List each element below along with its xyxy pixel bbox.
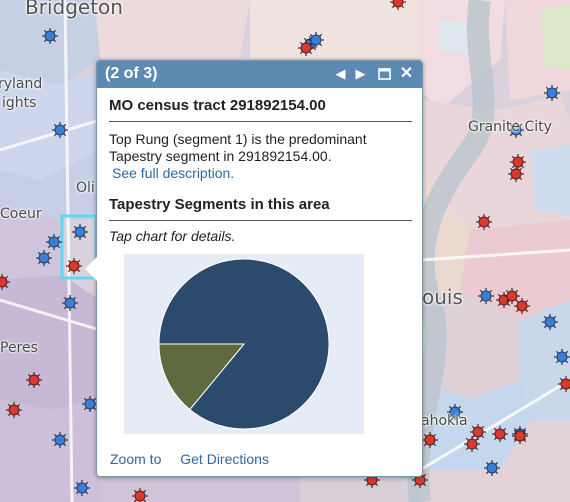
map-marker[interactable]	[308, 32, 324, 48]
popup-title: MO census tract 291892154.00	[109, 97, 412, 122]
map-marker[interactable]	[478, 288, 494, 304]
map-marker[interactable]	[514, 298, 530, 314]
map-marker[interactable]	[510, 154, 526, 170]
place-label: Bridgeton	[25, 0, 123, 19]
map-marker[interactable]	[132, 488, 148, 502]
map-marker[interactable]	[52, 122, 68, 138]
place-label: ahokia	[421, 413, 468, 429]
map-marker[interactable]	[464, 436, 480, 452]
map-marker[interactable]	[42, 28, 58, 44]
map-marker[interactable]	[46, 234, 62, 250]
map-marker[interactable]	[496, 292, 512, 308]
place-label: ryland	[0, 76, 43, 92]
map-marker[interactable]	[476, 214, 492, 230]
map-marker[interactable]	[74, 480, 90, 496]
map-marker[interactable]	[26, 372, 42, 388]
see-description-link[interactable]: See full description.	[112, 165, 235, 181]
map-marker[interactable]	[558, 376, 570, 392]
map-marker[interactable]	[62, 295, 78, 311]
chart-hint: Tap chart for details.	[109, 228, 236, 244]
popup-description: Top Rung (segment 1) is the predominant …	[109, 131, 412, 182]
map-marker[interactable]	[36, 250, 52, 266]
popup-titlebar: (2 of 3) ◀ ▶ ✕	[97, 61, 422, 88]
get-directions-link[interactable]: Get Directions	[180, 451, 269, 467]
popup-actions: Zoom to Get Directions	[110, 451, 284, 467]
map-marker[interactable]	[508, 122, 524, 138]
pie-chart[interactable]	[124, 254, 364, 434]
pie-slice[interactable]	[158, 343, 246, 411]
map-marker[interactable]	[554, 349, 570, 365]
place-label: Peres	[0, 340, 38, 356]
popup-content: MO census tract 291892154.00 Top Rung (s…	[97, 97, 422, 434]
description-text: Top Rung (segment 1) is the predominant …	[109, 131, 367, 164]
popup-window: (2 of 3) ◀ ▶ ✕ MO census tract 291892154…	[85, 60, 423, 477]
next-arrow-icon[interactable]: ▶	[355, 66, 366, 81]
river	[407, 0, 495, 502]
map-marker[interactable]	[484, 460, 500, 476]
map-marker[interactable]	[504, 288, 520, 304]
map-marker[interactable]	[470, 424, 486, 440]
map-marker[interactable]	[492, 426, 508, 442]
maximize-icon[interactable]	[377, 65, 392, 83]
pie-chart-canvas[interactable]	[124, 254, 364, 434]
map-marker[interactable]	[72, 224, 88, 240]
map-marker[interactable]	[390, 0, 406, 10]
map-marker[interactable]	[542, 314, 558, 330]
map-marker[interactable]	[6, 402, 22, 418]
map-marker[interactable]	[66, 258, 82, 274]
map-marker[interactable]	[447, 404, 463, 420]
section-title: Tapestry Segments in this area	[109, 196, 412, 221]
map-marker[interactable]	[52, 432, 68, 448]
map-marker[interactable]	[544, 85, 560, 101]
map-marker[interactable]	[422, 432, 438, 448]
place-label: Granite City	[468, 119, 552, 135]
map-marker[interactable]	[298, 40, 314, 56]
zoom-to-link[interactable]: Zoom to	[110, 451, 162, 467]
close-icon[interactable]: ✕	[399, 65, 414, 82]
map-marker[interactable]	[0, 274, 10, 290]
popup-counter: (2 of 3)	[105, 65, 158, 82]
popup-pointer	[85, 257, 97, 281]
place-label: ights	[2, 95, 37, 111]
place-label: Oli	[76, 180, 95, 196]
map-marker[interactable]	[508, 166, 524, 182]
place-label: Coeur	[0, 206, 42, 222]
place-label: ouis	[422, 285, 463, 309]
map-marker[interactable]	[512, 428, 528, 444]
prev-arrow-icon[interactable]: ◀	[335, 66, 346, 81]
